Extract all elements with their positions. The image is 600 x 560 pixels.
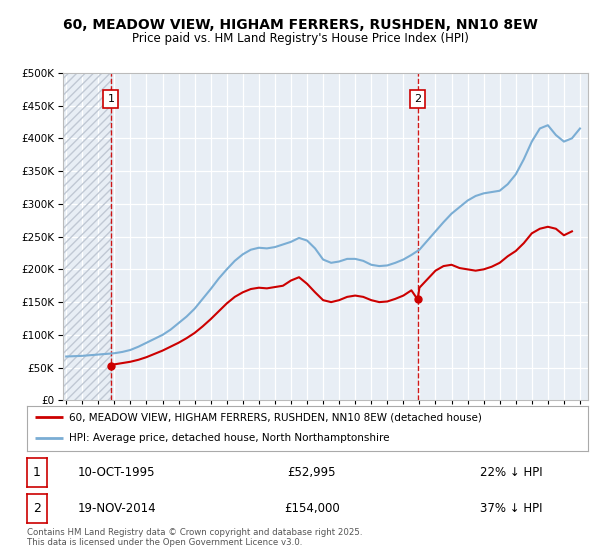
Text: HPI: Average price, detached house, North Northamptonshire: HPI: Average price, detached house, Nort…: [69, 433, 389, 444]
Text: 37% ↓ HPI: 37% ↓ HPI: [480, 502, 542, 515]
Text: 22% ↓ HPI: 22% ↓ HPI: [480, 466, 542, 479]
Text: 1: 1: [107, 94, 115, 104]
Text: 2: 2: [414, 94, 421, 104]
Text: 1: 1: [33, 466, 41, 479]
Text: 60, MEADOW VIEW, HIGHAM FERRERS, RUSHDEN, NN10 8EW: 60, MEADOW VIEW, HIGHAM FERRERS, RUSHDEN…: [62, 18, 538, 32]
Text: Contains HM Land Registry data © Crown copyright and database right 2025.
This d: Contains HM Land Registry data © Crown c…: [27, 528, 362, 547]
Text: 2: 2: [33, 502, 41, 515]
Text: 19-NOV-2014: 19-NOV-2014: [78, 502, 157, 515]
Text: £52,995: £52,995: [288, 466, 336, 479]
Text: Price paid vs. HM Land Registry's House Price Index (HPI): Price paid vs. HM Land Registry's House …: [131, 32, 469, 45]
Text: 60, MEADOW VIEW, HIGHAM FERRERS, RUSHDEN, NN10 8EW (detached house): 60, MEADOW VIEW, HIGHAM FERRERS, RUSHDEN…: [69, 412, 482, 422]
Text: £154,000: £154,000: [284, 502, 340, 515]
Text: 10-OCT-1995: 10-OCT-1995: [78, 466, 155, 479]
